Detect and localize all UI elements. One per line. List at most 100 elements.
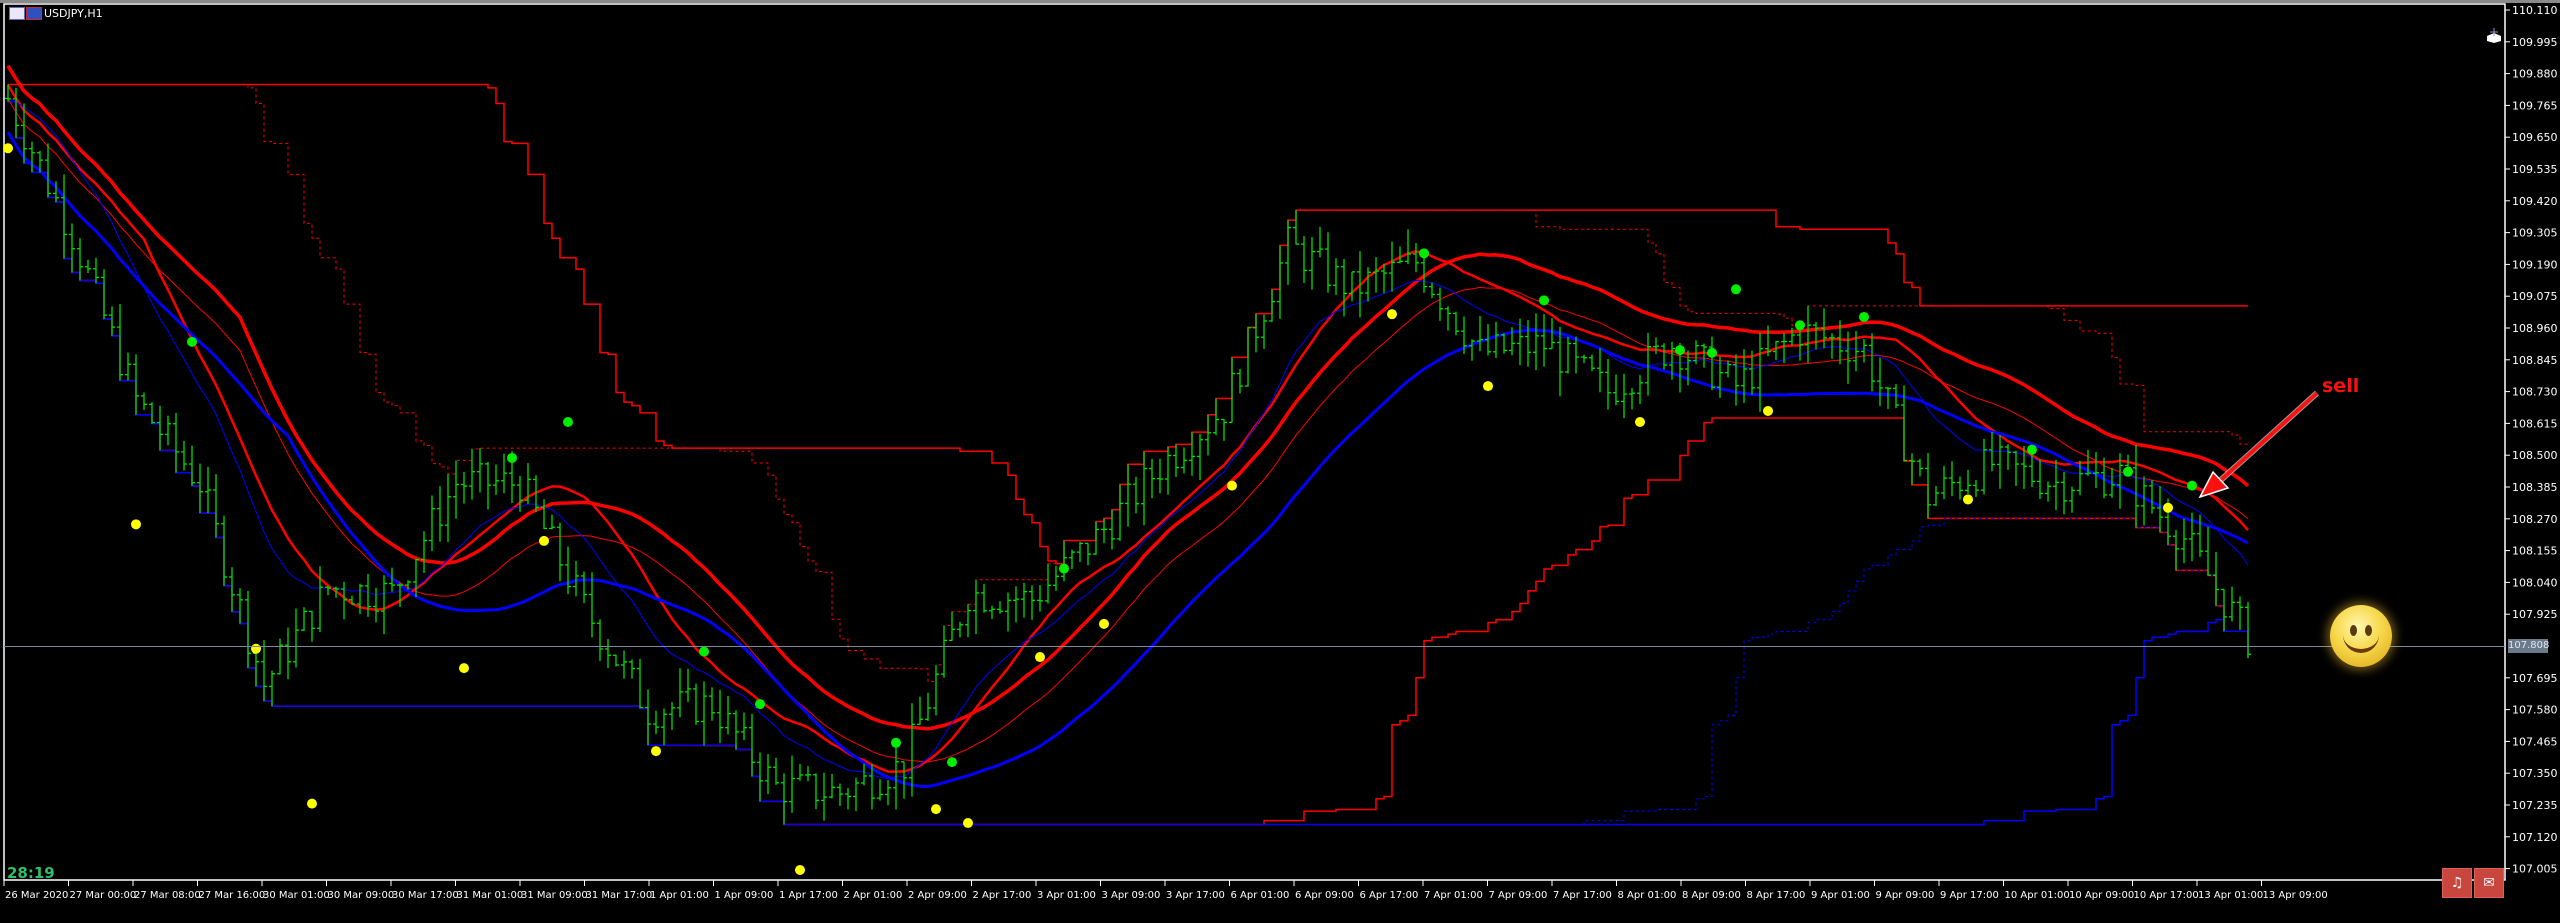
green-signal-dot <box>1419 248 1429 259</box>
price-bar <box>77 238 83 281</box>
price-bar <box>717 689 723 744</box>
price-bar <box>805 766 811 782</box>
yellow-signal-dot <box>131 519 141 530</box>
price-bar <box>1733 354 1739 406</box>
price-bar <box>1741 349 1747 403</box>
price-bar <box>213 474 219 538</box>
price-label: 109.880 <box>2512 68 2558 81</box>
green-signal-dot <box>1059 563 1069 574</box>
price-bar <box>1333 258 1339 295</box>
price-bar <box>733 710 739 750</box>
message-button[interactable]: ✉ <box>2474 868 2504 898</box>
price-bar <box>2157 486 2163 533</box>
price-bar <box>941 625 947 678</box>
price-bar <box>949 611 955 642</box>
price-bar <box>557 522 563 582</box>
price-bar <box>1373 257 1379 293</box>
time-label: 30 Mar 17:00 <box>392 890 459 901</box>
price-bar <box>989 605 995 619</box>
fast-blue-ma <box>7 98 2249 780</box>
price-bar <box>1461 316 1467 354</box>
price-bar <box>109 306 115 336</box>
price-bar <box>1637 375 1643 404</box>
price-bar <box>1037 585 1043 612</box>
green-signal-dot <box>187 336 197 347</box>
price-bar <box>853 777 859 812</box>
price-bar <box>693 683 699 725</box>
price-bar <box>477 448 483 493</box>
price-bar <box>453 460 459 519</box>
price-bar <box>1525 320 1531 367</box>
price-bar <box>1685 350 1691 386</box>
time-label: 7 Apr 01:00 <box>1424 890 1483 901</box>
upper-band-thin <box>7 98 2249 763</box>
price-bar <box>1773 341 1779 361</box>
price-bar <box>837 783 843 807</box>
price-bar <box>2101 457 2107 499</box>
price-bar <box>1349 271 1355 302</box>
price-bar <box>1157 458 1163 494</box>
price-bar <box>2189 512 2195 562</box>
price-bar <box>2037 459 2043 500</box>
price-bar <box>829 773 835 799</box>
price-bar <box>789 755 795 813</box>
price-bar <box>2229 586 2235 622</box>
time-label: 10 Apr 09:00 <box>2069 890 2134 901</box>
price-bar <box>181 440 187 471</box>
price-bar <box>1469 339 1475 361</box>
symbol-flag-icon <box>26 7 42 20</box>
price-bar <box>677 668 683 718</box>
price-bar <box>1013 586 1019 623</box>
time-label: 1 Apr 09:00 <box>715 890 774 901</box>
price-bar <box>389 567 395 592</box>
price-bar <box>1861 339 1867 363</box>
price-bar <box>573 561 579 597</box>
price-bar <box>797 764 803 781</box>
green-signal-dot <box>1539 295 1549 306</box>
price-bar <box>2213 552 2219 606</box>
price-label: 107.465 <box>2512 735 2558 748</box>
price-bar <box>1429 282 1435 299</box>
price-label: 108.155 <box>2512 545 2558 558</box>
trade-box-icon[interactable] <box>2486 28 2502 44</box>
chart-frame <box>3 3 2506 881</box>
price-bar <box>1589 354 1595 372</box>
price-bar <box>1517 318 1523 366</box>
green-signal-dot <box>1859 311 1869 322</box>
price-bar <box>437 486 443 542</box>
price-bar <box>61 174 67 259</box>
green-signal-dot <box>507 452 517 463</box>
alert-bell-button[interactable]: ♫ <box>2442 868 2472 898</box>
price-bar <box>709 687 715 721</box>
price-label: 109.995 <box>2512 36 2558 49</box>
price-bar <box>205 466 211 514</box>
price-bar <box>821 772 827 821</box>
price-bar <box>1421 253 1427 293</box>
price-bar <box>1629 388 1635 410</box>
price-bar <box>357 583 363 615</box>
price-bar <box>2021 446 2027 490</box>
price-bar <box>765 754 771 794</box>
price-bar <box>997 601 1003 614</box>
price-bar <box>597 619 603 661</box>
price-bar <box>2237 596 2243 630</box>
price-bar <box>1269 289 1275 322</box>
price-bar <box>1253 313 1259 353</box>
price-bar <box>1757 332 1763 412</box>
price-bar <box>533 475 539 513</box>
price-bar <box>653 710 659 735</box>
price-bar <box>845 787 851 810</box>
price-bar <box>1965 469 1971 494</box>
price-bar <box>1797 327 1803 361</box>
price-label: 107.005 <box>2512 863 2558 876</box>
price-label: 109.535 <box>2512 163 2558 176</box>
price-bar <box>1549 318 1555 350</box>
price-label: 107.695 <box>2512 672 2558 685</box>
green-signal-dot <box>1707 347 1717 358</box>
green-signal-dot <box>2187 480 2197 491</box>
price-bar <box>1285 220 1291 285</box>
price-bar <box>69 223 75 273</box>
price-bar <box>2149 480 2155 514</box>
upper-band-thick <box>6 64 2250 731</box>
